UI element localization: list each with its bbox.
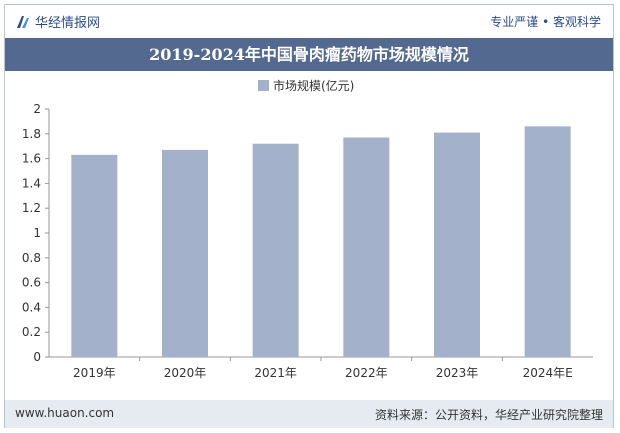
bar-layer xyxy=(71,126,571,357)
footer: www.huaon.com 资料来源：公开资料，华经产业研究院整理 xyxy=(5,400,613,428)
title-bar: 2019-2024年中国骨肉瘤药物市场规模情况 xyxy=(5,38,613,71)
bar-2 xyxy=(252,143,299,357)
legend-label: 市场规模(亿元) xyxy=(273,78,354,93)
bar-0 xyxy=(71,154,118,357)
chart-frame: 华经情报网 专业严谨 • 客观科学 2019-2024年中国骨肉瘤药物市场规模情… xyxy=(4,4,614,428)
source-note: 资料来源：公开资料，华经产业研究院整理 xyxy=(374,408,603,422)
x-tick-label: 2022年 xyxy=(345,366,388,380)
brand-logo-icon xyxy=(17,15,29,28)
y-tick-label: 1.8 xyxy=(22,127,41,141)
axis-layer: 0 0.2 0.4 0.6 0.8 1 1.2 1.4 1.6 1.8 2 2019年 2020年 202… xyxy=(22,102,593,380)
bar-1 xyxy=(162,149,208,357)
slogan: 专业严谨 • 客观科学 xyxy=(490,15,601,29)
legend: 市场规模(亿元) xyxy=(258,78,354,93)
y-tick-label: 0.2 xyxy=(22,325,41,339)
bar-5 xyxy=(524,126,571,357)
y-tick-label: 2 xyxy=(33,102,41,116)
y-tick-label: 0.6 xyxy=(22,276,41,290)
bar-4 xyxy=(434,132,480,357)
x-tick-label: 2023年 xyxy=(436,366,479,380)
bar-chart: 0 0.2 0.4 0.6 0.8 1 1.2 1.4 1.6 1.8 2 2019年 2020年 202… xyxy=(22,78,593,380)
chart-title: 2019-2024年中国骨肉瘤药物市场规模情况 xyxy=(149,45,469,64)
x-tick-label: 2019年 xyxy=(73,366,116,380)
bar-3 xyxy=(343,137,390,357)
y-tick-label: 1.4 xyxy=(22,176,41,190)
x-tick-label: 2020年 xyxy=(164,366,207,380)
y-tick-label: 1 xyxy=(33,226,41,240)
y-tick-label: 1.2 xyxy=(22,201,41,215)
y-tick-label: 0 xyxy=(33,350,41,364)
legend-swatch xyxy=(258,80,269,91)
brand-name: 华经情报网 xyxy=(35,16,101,31)
x-tick-label: 2024年E xyxy=(523,366,573,380)
x-tick-label: 2021年 xyxy=(254,366,297,380)
y-tick-label: 0.4 xyxy=(22,300,41,314)
y-tick-label: 1.6 xyxy=(22,152,41,166)
site-url[interactable]: www.huaon.com xyxy=(15,406,115,420)
brand[interactable]: 华经情报网 xyxy=(15,12,100,31)
y-tick-label: 0.8 xyxy=(22,251,41,265)
top-bar: 华经情报网 专业严谨 • 客观科学 xyxy=(5,5,613,35)
